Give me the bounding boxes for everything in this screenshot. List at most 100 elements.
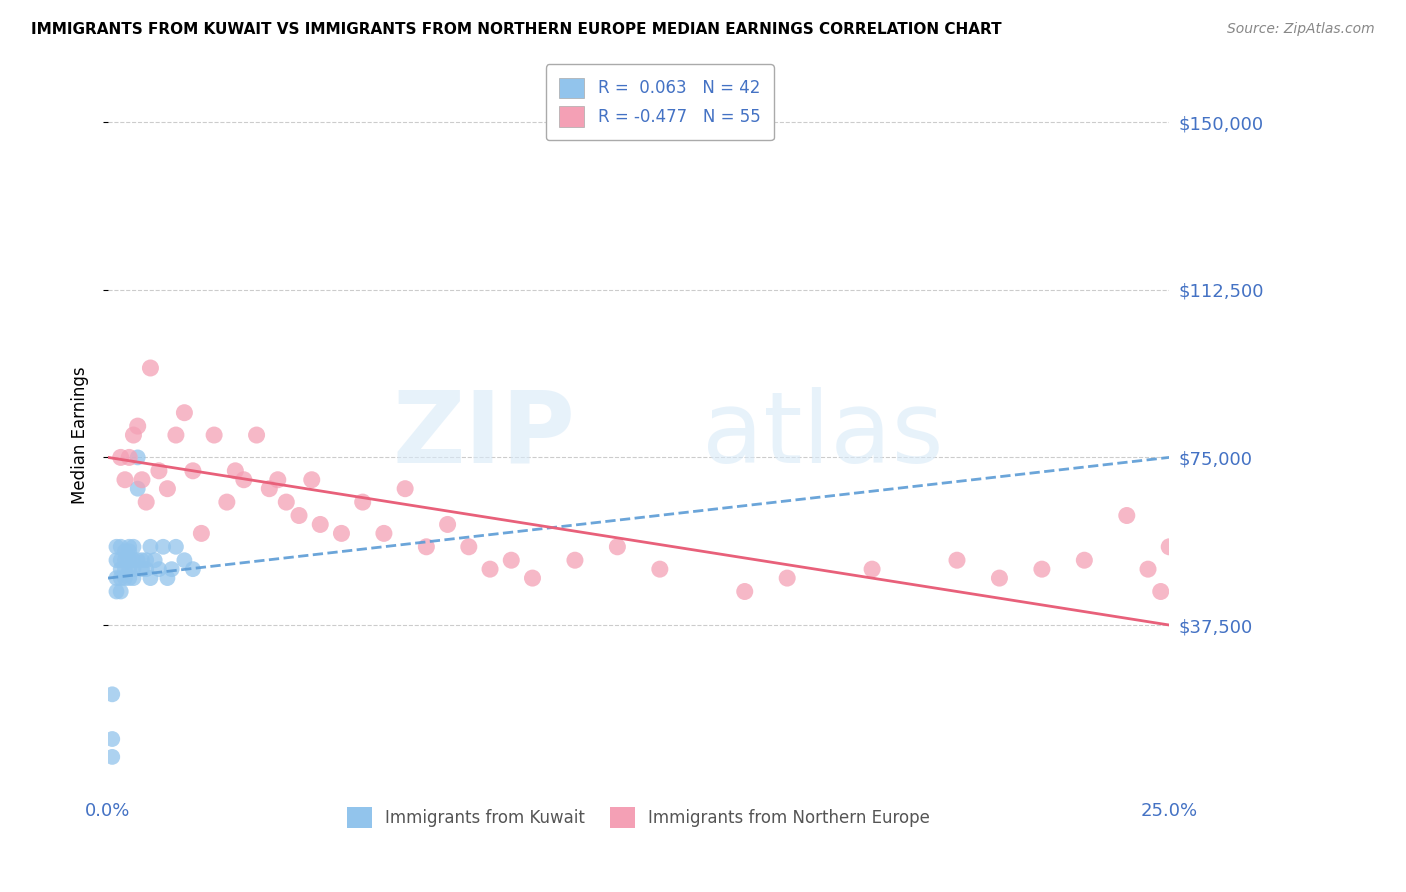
Point: [114, 544, 136, 558]
Point: [122, 553, 145, 567]
Point: [127, 419, 149, 434]
Point: [139, 571, 162, 585]
Point: [330, 526, 353, 541]
Point: [352, 495, 374, 509]
Text: Source: ZipAtlas.com: Source: ZipAtlas.com: [1227, 22, 1375, 37]
Point: [181, 562, 204, 576]
Point: [127, 482, 149, 496]
Point: [224, 464, 246, 478]
Point: [501, 553, 523, 567]
Text: IMMIGRANTS FROM KUWAIT VS IMMIGRANTS FROM NORTHERN EUROPE MEDIAN EARNINGS CORREL: IMMIGRANTS FROM KUWAIT VS IMMIGRANTS FRO…: [31, 22, 1001, 37]
Point: [110, 540, 132, 554]
Point: [232, 473, 254, 487]
Point: [1137, 562, 1160, 576]
Point: [114, 562, 136, 576]
Point: [105, 584, 128, 599]
Point: [148, 562, 170, 576]
Point: [860, 562, 883, 576]
Point: [101, 687, 124, 701]
Point: [131, 553, 153, 567]
Point: [156, 482, 179, 496]
Point: [394, 482, 416, 496]
Point: [131, 562, 153, 576]
Point: [173, 553, 195, 567]
Point: [522, 571, 544, 585]
Point: [301, 473, 323, 487]
Point: [110, 553, 132, 567]
Point: [309, 517, 332, 532]
Point: [160, 562, 183, 576]
Point: [118, 553, 141, 567]
Point: [181, 464, 204, 478]
Legend: Immigrants from Kuwait, Immigrants from Northern Europe: Immigrants from Kuwait, Immigrants from …: [340, 801, 936, 834]
Point: [267, 473, 290, 487]
Point: [479, 562, 502, 576]
Point: [110, 584, 132, 599]
Text: atlas: atlas: [702, 386, 943, 483]
Point: [114, 553, 136, 567]
Point: [139, 361, 162, 376]
Point: [110, 562, 132, 576]
Point: [127, 450, 149, 465]
Y-axis label: Median Earnings: Median Earnings: [72, 367, 89, 504]
Point: [122, 428, 145, 442]
Point: [190, 526, 212, 541]
Point: [436, 517, 458, 532]
Point: [139, 540, 162, 554]
Point: [122, 571, 145, 585]
Point: [776, 571, 799, 585]
Point: [1115, 508, 1137, 523]
Point: [202, 428, 225, 442]
Point: [156, 571, 179, 585]
Point: [1180, 598, 1202, 612]
Point: [648, 562, 671, 576]
Point: [122, 540, 145, 554]
Point: [1222, 615, 1244, 630]
Point: [143, 553, 166, 567]
Point: [245, 428, 267, 442]
Point: [457, 540, 479, 554]
Point: [135, 553, 157, 567]
Point: [165, 540, 187, 554]
Point: [110, 571, 132, 585]
Point: [276, 495, 298, 509]
Point: [259, 482, 281, 496]
Point: [1031, 562, 1053, 576]
Point: [1167, 562, 1189, 576]
Point: [118, 562, 141, 576]
Point: [114, 571, 136, 585]
Point: [946, 553, 969, 567]
Point: [215, 495, 238, 509]
Point: [165, 428, 187, 442]
Point: [288, 508, 311, 523]
Point: [118, 540, 141, 554]
Point: [1264, 584, 1286, 599]
Point: [415, 540, 437, 554]
Point: [131, 473, 153, 487]
Point: [135, 495, 157, 509]
Point: [1243, 562, 1265, 576]
Point: [734, 584, 756, 599]
Point: [105, 540, 128, 554]
Point: [606, 540, 628, 554]
Point: [110, 450, 132, 465]
Point: [101, 731, 124, 746]
Point: [1150, 584, 1173, 599]
Point: [105, 571, 128, 585]
Point: [173, 406, 195, 420]
Text: ZIP: ZIP: [392, 386, 575, 483]
Point: [1201, 571, 1223, 585]
Point: [105, 553, 128, 567]
Point: [101, 750, 124, 764]
Point: [988, 571, 1011, 585]
Point: [118, 571, 141, 585]
Point: [148, 464, 170, 478]
Point: [1159, 540, 1181, 554]
Point: [564, 553, 586, 567]
Point: [152, 540, 174, 554]
Point: [114, 473, 136, 487]
Point: [135, 562, 157, 576]
Point: [118, 450, 141, 465]
Point: [1073, 553, 1095, 567]
Point: [127, 553, 149, 567]
